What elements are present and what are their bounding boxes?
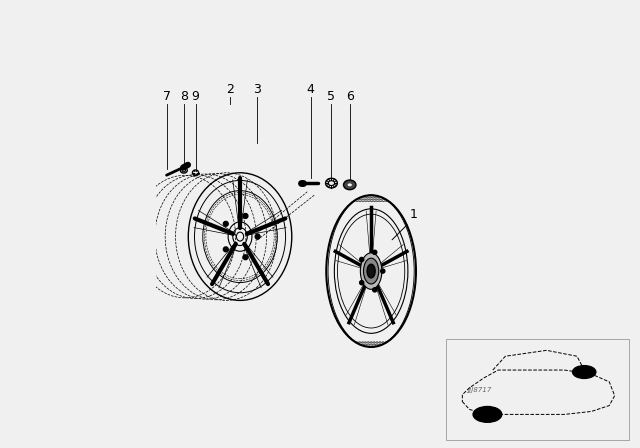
Circle shape — [360, 280, 364, 285]
Circle shape — [473, 406, 502, 422]
Ellipse shape — [360, 253, 382, 289]
Ellipse shape — [367, 264, 375, 278]
Text: 6: 6 — [346, 90, 354, 103]
Ellipse shape — [364, 258, 379, 284]
Circle shape — [223, 221, 228, 226]
Circle shape — [243, 214, 248, 218]
Text: 1: 1 — [410, 208, 418, 221]
Circle shape — [372, 288, 377, 292]
Text: 4: 4 — [307, 83, 315, 96]
Circle shape — [372, 250, 377, 254]
Text: 2: 2 — [226, 83, 234, 96]
Text: 3: 3 — [253, 83, 261, 96]
Text: JJJ8717: JJJ8717 — [467, 387, 492, 392]
Ellipse shape — [344, 180, 356, 190]
Circle shape — [573, 366, 596, 379]
Text: 5: 5 — [328, 90, 335, 103]
Text: 9: 9 — [191, 90, 200, 103]
Circle shape — [255, 234, 260, 239]
Text: 8: 8 — [180, 90, 188, 103]
Circle shape — [223, 247, 228, 252]
Circle shape — [360, 258, 364, 262]
Ellipse shape — [347, 183, 353, 187]
Circle shape — [381, 269, 385, 273]
Circle shape — [243, 255, 248, 260]
Text: 7: 7 — [163, 90, 171, 103]
